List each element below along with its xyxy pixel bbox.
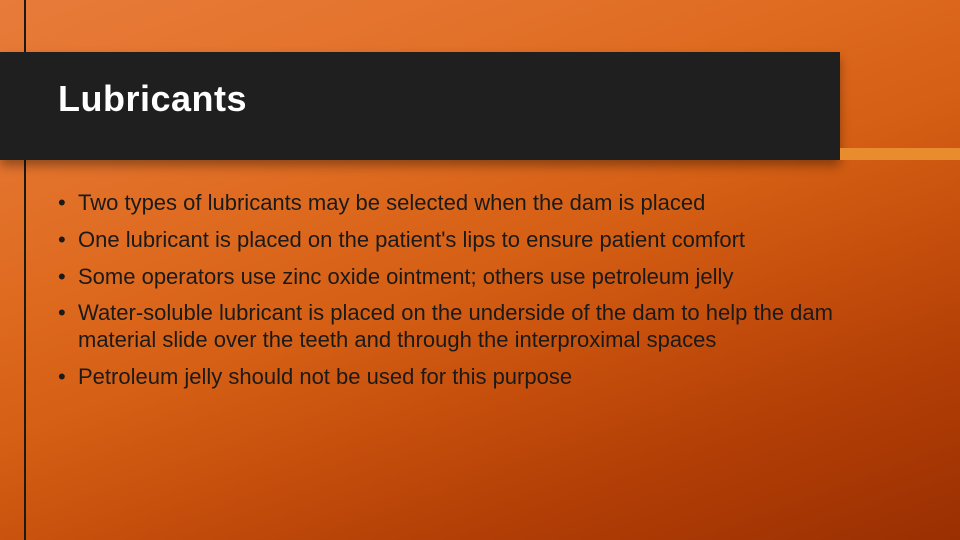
- list-item: • Some operators use zinc oxide ointment…: [58, 264, 878, 291]
- bullet-text: One lubricant is placed on the patient's…: [78, 227, 745, 254]
- bullet-text: Petroleum jelly should not be used for t…: [78, 364, 572, 391]
- list-item: • Water-soluble lubricant is placed on t…: [58, 300, 878, 354]
- bullet-text: Water-soluble lubricant is placed on the…: [78, 300, 878, 354]
- accent-bar: [840, 148, 960, 160]
- bullet-text: Some operators use zinc oxide ointment; …: [78, 264, 733, 291]
- slide-title: Lubricants: [58, 78, 247, 120]
- bullet-marker-icon: •: [58, 227, 78, 254]
- bullet-marker-icon: •: [58, 190, 78, 217]
- bullet-marker-icon: •: [58, 364, 78, 391]
- slide: Lubricants • Two types of lubricants may…: [0, 0, 960, 540]
- bullet-text: Two types of lubricants may be selected …: [78, 190, 705, 217]
- bullet-marker-icon: •: [58, 300, 78, 327]
- list-item: • Petroleum jelly should not be used for…: [58, 364, 878, 391]
- bullet-list: • Two types of lubricants may be selecte…: [58, 190, 878, 401]
- list-item: • One lubricant is placed on the patient…: [58, 227, 878, 254]
- list-item: • Two types of lubricants may be selecte…: [58, 190, 878, 217]
- bullet-marker-icon: •: [58, 264, 78, 291]
